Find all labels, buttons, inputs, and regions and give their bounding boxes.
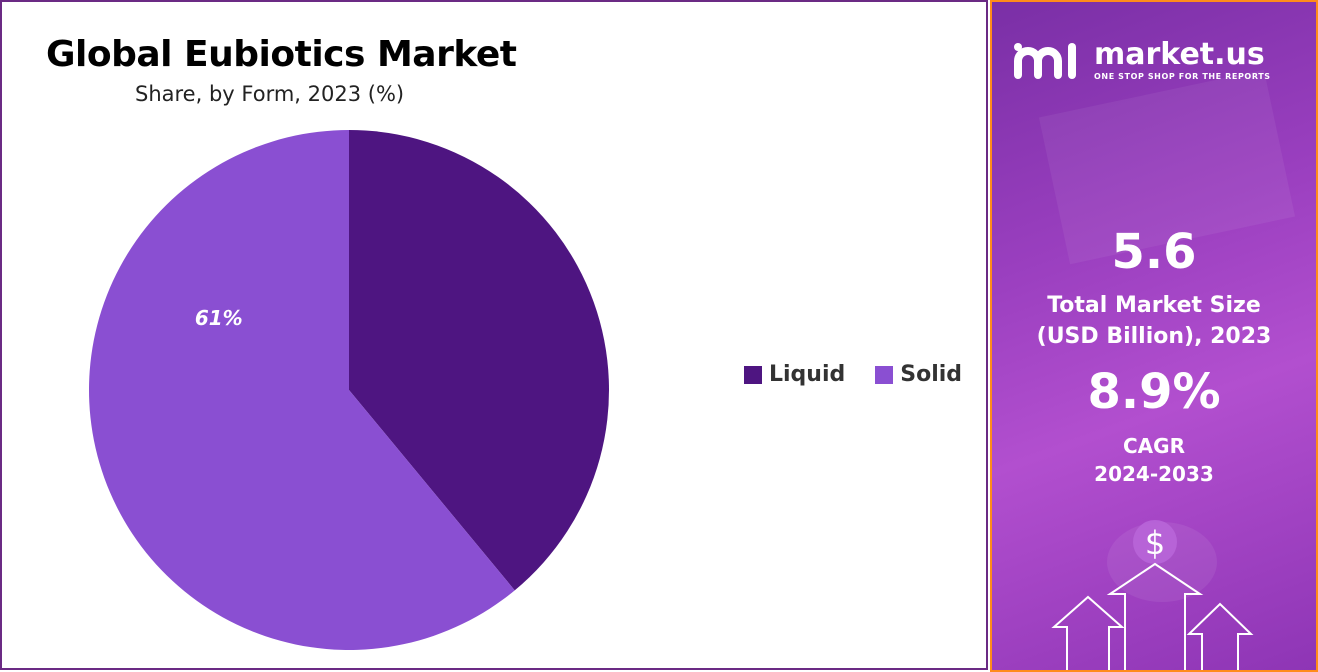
brand-text: market.us ONE STOP SHOP FOR THE REPORTS — [1094, 37, 1271, 82]
dollar-symbol: $ — [1145, 524, 1165, 562]
dollar-growth-arrows-icon — [1051, 520, 1254, 670]
pie-slice-liquid — [349, 130, 609, 591]
legend-label-liquid: Liquid — [769, 362, 846, 387]
chart-panel: 61% Global Eubiotics Market Share, by Fo… — [0, 0, 988, 670]
cagr-label: CAGR 2024-2033 — [992, 432, 1316, 488]
brand-tagline: ONE STOP SHOP FOR THE REPORTS — [1094, 72, 1271, 81]
chart-legend: Liquid Solid — [744, 362, 962, 387]
pie-slice-solid — [88, 130, 515, 650]
legend-item-liquid: Liquid — [744, 362, 845, 387]
legend-swatch-liquid — [744, 365, 762, 384]
market-us-logo-icon — [1014, 42, 1076, 79]
market-size-value: 5.6 — [1111, 224, 1197, 280]
chart-title: Global Eubiotics Market — [46, 34, 517, 75]
chart-subtitle: Share, by Form, 2023 (%) — [135, 82, 405, 106]
summary-panel: $ market.us ONE STOP SHOP FOR THE REPORT… — [990, 0, 1318, 672]
cagr-label-line2: 2024-2033 — [1094, 462, 1214, 486]
market-size-label: Total Market Size (USD Billion), 2023 — [992, 290, 1316, 352]
legend-label-solid: Solid — [900, 362, 963, 387]
brand-logo: market.us ONE STOP SHOP FOR THE REPORTS — [1012, 40, 1271, 81]
background-decoration: $ — [1038, 69, 1296, 670]
legend-item-solid: Solid — [875, 362, 962, 387]
pie-chart: 61% — [88, 130, 609, 650]
legend-swatch-solid — [875, 365, 894, 384]
cagr-label-line1: CAGR — [1123, 434, 1185, 458]
market-size-label-line2: (USD Billion), 2023 — [1036, 324, 1272, 349]
cagr-value: 8.9% — [1087, 364, 1221, 420]
market-size-label-line1: Total Market Size — [1047, 293, 1261, 318]
data-label-solid: 61% — [195, 306, 243, 330]
brand-name: market.us — [1094, 37, 1265, 72]
